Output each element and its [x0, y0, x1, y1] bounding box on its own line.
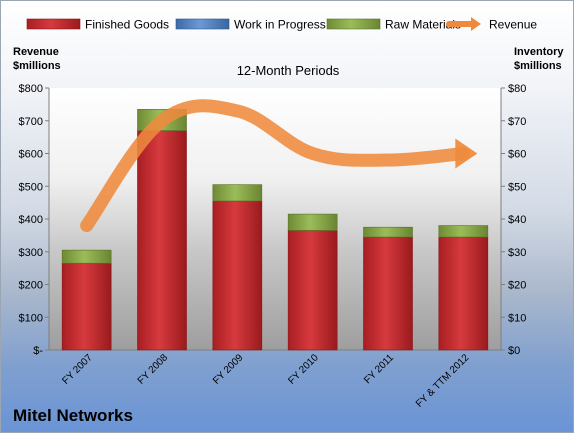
bar-raw-materials — [438, 225, 489, 238]
left-tick-label: $200 — [19, 280, 43, 292]
left-axis-title-line1: Revenue — [13, 46, 59, 58]
right-tick-label: $30 — [508, 247, 526, 259]
left-tick-label: $100 — [19, 312, 43, 324]
bar-finished-goods — [438, 236, 489, 351]
x-tick-label: FY 2008 — [136, 352, 171, 387]
left-axis-title: Revenue $millions — [13, 45, 61, 73]
right-axis-title-line2: $millions — [514, 60, 562, 72]
left-tick-label: $300 — [19, 247, 43, 259]
right-tick-label: $60 — [508, 149, 526, 161]
left-tick-label: $700 — [19, 116, 43, 128]
x-tick-label: FY 2010 — [286, 352, 321, 387]
bar-finished-goods — [212, 200, 263, 351]
legend-swatch — [326, 18, 381, 30]
right-tick-label: $70 — [508, 116, 526, 128]
left-axis-title-line2: $millions — [13, 60, 61, 72]
x-tick-label: FY 2007 — [60, 352, 95, 387]
bar-finished-goods — [363, 236, 413, 351]
legend-label: Work in Progress — [234, 18, 326, 32]
legend-label: Finished Goods — [85, 18, 169, 32]
bar-raw-materials — [287, 213, 338, 231]
right-tick-label: $80 — [508, 83, 526, 95]
right-tick-label: $10 — [508, 312, 526, 324]
legend-label: Revenue — [489, 18, 537, 32]
bar-finished-goods — [137, 130, 187, 351]
left-tick-label: $800 — [19, 83, 43, 95]
legend-swatch — [175, 18, 230, 30]
x-tick-label: FY 2011 — [362, 352, 396, 386]
left-tick-label: $400 — [19, 214, 43, 226]
legend-arrow-swatch — [471, 17, 481, 31]
revenue-line — [80, 99, 470, 233]
left-tick-label: $- — [33, 345, 43, 357]
left-tick-label: $600 — [19, 149, 43, 161]
x-tick-label: FY 2009 — [211, 352, 246, 387]
legend-swatch — [26, 18, 81, 30]
bar-finished-goods — [287, 230, 338, 351]
bar-raw-materials — [61, 249, 112, 264]
bar-raw-materials — [363, 226, 413, 238]
right-tick-label: $50 — [508, 181, 526, 193]
x-tick-label: FY & TTM 2012 — [414, 352, 472, 410]
revenue-arrowhead — [455, 138, 478, 169]
right-tick-label: $40 — [508, 214, 526, 226]
bar-raw-materials — [212, 184, 263, 202]
right-axis-title-line1: Inventory — [514, 46, 564, 58]
bar-finished-goods — [61, 262, 112, 351]
company-name: Mitel Networks — [13, 406, 133, 425]
right-axis-title: Inventory $millions — [514, 45, 564, 73]
chart-title: 12-Month Periods — [236, 63, 340, 78]
right-tick-label: $0 — [508, 345, 520, 357]
legend-label: Raw Materials — [385, 18, 461, 32]
left-tick-label: $500 — [19, 181, 43, 193]
right-tick-label: $20 — [508, 280, 526, 292]
